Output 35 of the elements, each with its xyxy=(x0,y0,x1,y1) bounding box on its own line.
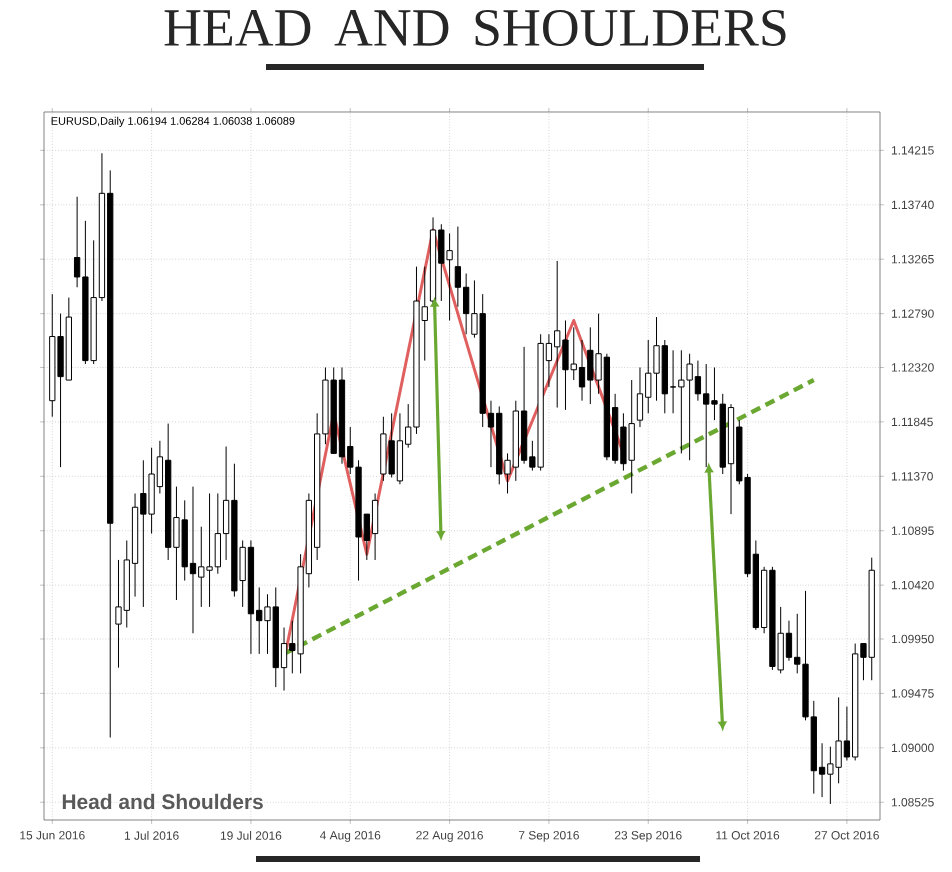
candlestick xyxy=(371,492,379,561)
candlestick xyxy=(214,492,221,575)
candlestick xyxy=(206,492,213,608)
candlestick xyxy=(140,459,147,608)
candlestick xyxy=(181,499,188,582)
candlestick xyxy=(669,349,677,414)
candlestick xyxy=(380,416,387,482)
candlestick xyxy=(694,360,702,402)
candlestick xyxy=(454,226,462,308)
candlestick xyxy=(653,316,660,402)
candlestick xyxy=(678,349,685,454)
annotation: Head and Shoulders xyxy=(62,793,263,810)
chart-title: HEAD AND SHOULDERS xyxy=(164,9,786,47)
candlestick xyxy=(189,486,197,634)
candlestick xyxy=(438,223,445,302)
candlestick xyxy=(57,313,64,468)
candlestick xyxy=(827,746,834,805)
candlestick xyxy=(462,273,470,335)
candlestick xyxy=(645,339,652,414)
candlestick xyxy=(636,366,644,428)
candlestick xyxy=(587,326,594,405)
candlestick xyxy=(628,379,635,494)
candlestick xyxy=(446,232,453,321)
candlestick xyxy=(148,447,155,535)
candlestick xyxy=(115,559,122,669)
candlestick xyxy=(835,696,842,784)
candlestick xyxy=(686,353,693,461)
candlestick xyxy=(388,412,395,478)
candlestick xyxy=(396,412,404,485)
candlestick xyxy=(554,260,561,409)
candlestick xyxy=(562,319,569,411)
candlestick xyxy=(620,412,627,472)
candlestick xyxy=(570,326,577,381)
candlestick xyxy=(198,526,205,608)
candlestick xyxy=(578,339,586,402)
